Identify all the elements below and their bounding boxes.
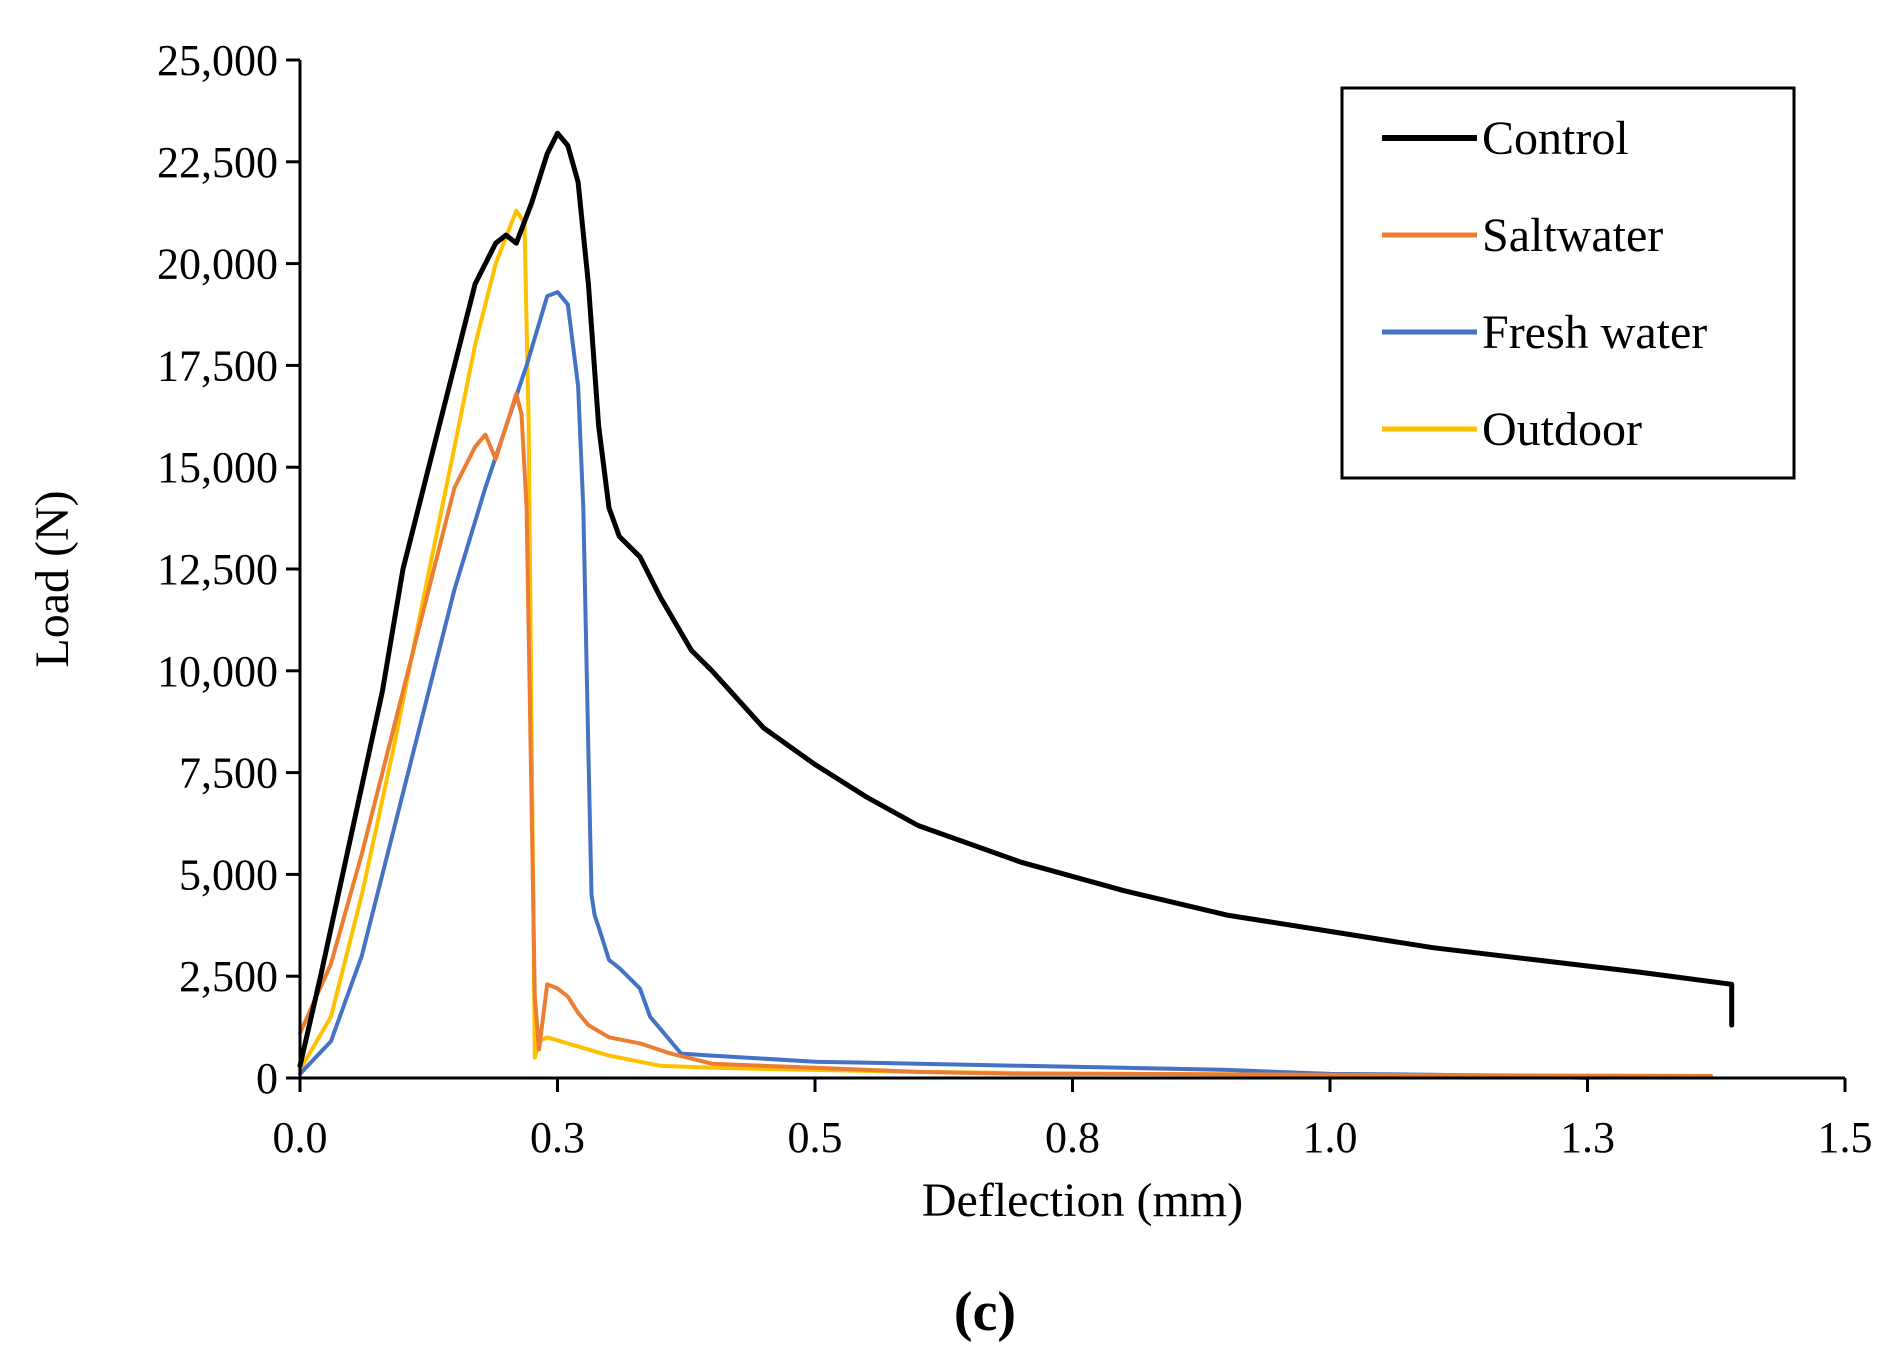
legend-label-control: Control: [1482, 112, 1629, 165]
y-tick-label: 17,500: [157, 341, 278, 390]
y-tick-label: 25,000: [157, 36, 278, 85]
series-line-fresh-water: [298, 290, 1590, 1080]
legend-label-fresh-water: Fresh water: [1482, 306, 1707, 359]
series-line-control: [297, 130, 1735, 1069]
y-tick-label: 12,500: [157, 545, 278, 594]
series-layer: [297, 130, 1735, 1080]
y-tick-label: 2,500: [179, 952, 278, 1001]
ticks-layer: 0 2,500 5,000 7,500 10,000 12,500 15,000 17,500…: [157, 36, 1873, 1162]
x-tick-label: 0.5: [788, 1113, 843, 1162]
legend-items: Control Saltwater Fresh water Outdoor: [1382, 112, 1707, 456]
x-tick-label: 1.3: [1560, 1113, 1615, 1162]
legend-box: [1340, 86, 1796, 480]
y-axis-title: Load (N): [26, 490, 79, 667]
x-axis-title: Deflection (mm): [922, 1174, 1243, 1227]
legend-label-saltwater: Saltwater: [1482, 209, 1663, 262]
legend: Control Saltwater Fresh water Outdoor: [1340, 86, 1796, 480]
y-tick-label: 10,000: [157, 647, 278, 696]
legend-label-outdoor: Outdoor: [1482, 403, 1642, 456]
x-tick-label: 0.8: [1045, 1113, 1100, 1162]
y-tick-label: 5,000: [179, 850, 278, 899]
x-tick-label: 1.5: [1818, 1113, 1873, 1162]
x-tick-label: 1.0: [1303, 1113, 1358, 1162]
y-tick-label: 22,500: [157, 138, 278, 187]
y-tick-label: 0: [256, 1054, 278, 1103]
y-tick-label: 20,000: [157, 240, 278, 289]
x-tick-label: 0.3: [530, 1113, 585, 1162]
panel-label: (c): [954, 1281, 1016, 1343]
series-line-saltwater: [298, 391, 1714, 1078]
y-tick-label: 15,000: [157, 443, 278, 492]
y-tick-label: 7,500: [179, 749, 278, 798]
x-tick-label: 0.0: [273, 1113, 328, 1162]
